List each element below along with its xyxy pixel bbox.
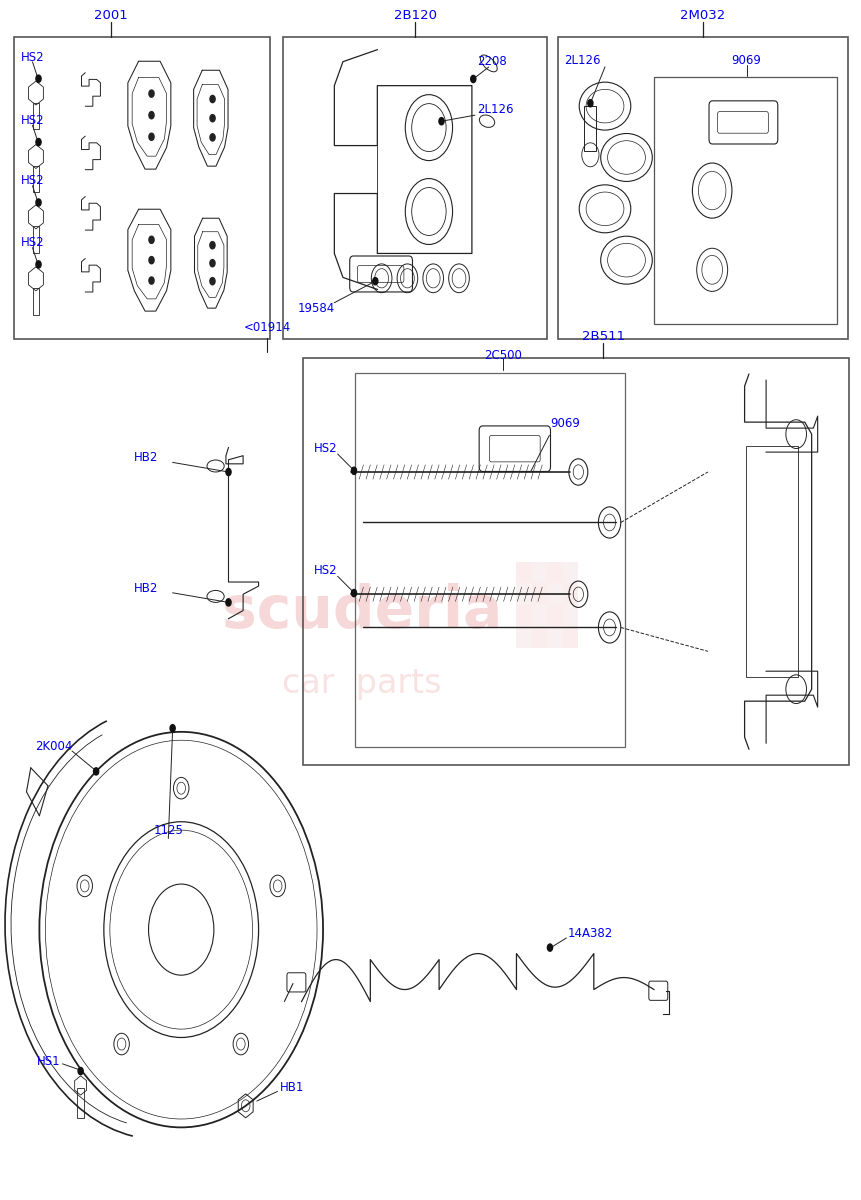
Circle shape xyxy=(351,467,356,474)
Bar xyxy=(532,583,548,605)
Circle shape xyxy=(210,259,215,266)
Bar xyxy=(548,562,563,583)
Circle shape xyxy=(36,138,41,145)
Circle shape xyxy=(170,725,175,732)
Circle shape xyxy=(94,768,99,775)
Text: scuderia: scuderia xyxy=(221,583,502,641)
Text: 14A382: 14A382 xyxy=(568,926,613,940)
Text: 9069: 9069 xyxy=(551,416,580,430)
Bar xyxy=(33,103,40,130)
Text: car  parts: car parts xyxy=(282,667,442,701)
Bar xyxy=(653,77,837,324)
Text: <01914: <01914 xyxy=(244,322,291,335)
Text: 19584: 19584 xyxy=(298,302,336,316)
Bar xyxy=(303,358,849,766)
Text: HB2: HB2 xyxy=(134,582,158,594)
Bar xyxy=(563,583,579,605)
Text: 2001: 2001 xyxy=(94,8,127,22)
Text: 9069: 9069 xyxy=(732,54,761,67)
Circle shape xyxy=(471,76,476,83)
Bar xyxy=(563,605,579,626)
Circle shape xyxy=(548,944,553,952)
Text: 2M032: 2M032 xyxy=(680,8,726,22)
Bar xyxy=(585,106,597,151)
Text: 2C500: 2C500 xyxy=(485,349,523,362)
Bar xyxy=(33,288,40,314)
Text: HS1: HS1 xyxy=(37,1055,60,1068)
Text: HB1: HB1 xyxy=(280,1081,305,1094)
Bar xyxy=(532,605,548,626)
Circle shape xyxy=(210,96,215,103)
Circle shape xyxy=(36,76,41,83)
Circle shape xyxy=(149,257,154,264)
Bar xyxy=(517,605,532,626)
Bar xyxy=(548,626,563,648)
Bar xyxy=(282,37,548,338)
Circle shape xyxy=(149,90,154,97)
Bar xyxy=(532,562,548,583)
Circle shape xyxy=(210,133,215,140)
Circle shape xyxy=(373,277,378,284)
Circle shape xyxy=(588,100,593,107)
Circle shape xyxy=(36,260,41,268)
Bar xyxy=(563,626,579,648)
Bar xyxy=(33,227,40,253)
Bar xyxy=(33,166,40,192)
Bar xyxy=(77,1088,84,1118)
Circle shape xyxy=(149,133,154,140)
Circle shape xyxy=(210,115,215,122)
Circle shape xyxy=(351,589,356,596)
Bar xyxy=(558,37,848,338)
Circle shape xyxy=(439,118,444,125)
Bar xyxy=(548,605,563,626)
Bar xyxy=(563,562,579,583)
Bar xyxy=(355,372,625,748)
Circle shape xyxy=(226,468,231,475)
Bar xyxy=(517,583,532,605)
Bar xyxy=(548,583,563,605)
Bar xyxy=(517,626,532,648)
Circle shape xyxy=(226,599,231,606)
Bar xyxy=(532,626,548,648)
Text: HB2: HB2 xyxy=(134,451,158,464)
Text: 2208: 2208 xyxy=(478,54,507,67)
Bar xyxy=(14,37,269,338)
Bar xyxy=(746,446,798,677)
Text: 2L126: 2L126 xyxy=(478,103,514,115)
Circle shape xyxy=(210,241,215,248)
Circle shape xyxy=(149,277,154,284)
Circle shape xyxy=(78,1068,84,1075)
Circle shape xyxy=(210,277,215,284)
Circle shape xyxy=(36,199,41,206)
Circle shape xyxy=(149,112,154,119)
Text: HS2: HS2 xyxy=(313,442,338,455)
Circle shape xyxy=(149,236,154,244)
Text: HS2: HS2 xyxy=(21,236,44,250)
Text: 2L126: 2L126 xyxy=(565,54,601,67)
Text: 2B511: 2B511 xyxy=(582,330,625,343)
Text: HS2: HS2 xyxy=(21,114,44,127)
Text: 1125: 1125 xyxy=(153,823,183,836)
Bar xyxy=(517,562,532,583)
Text: 2B120: 2B120 xyxy=(393,8,437,22)
Text: 2K004: 2K004 xyxy=(35,739,72,752)
Text: HS2: HS2 xyxy=(313,564,338,577)
Text: HS2: HS2 xyxy=(21,174,44,187)
Text: HS2: HS2 xyxy=(21,50,44,64)
